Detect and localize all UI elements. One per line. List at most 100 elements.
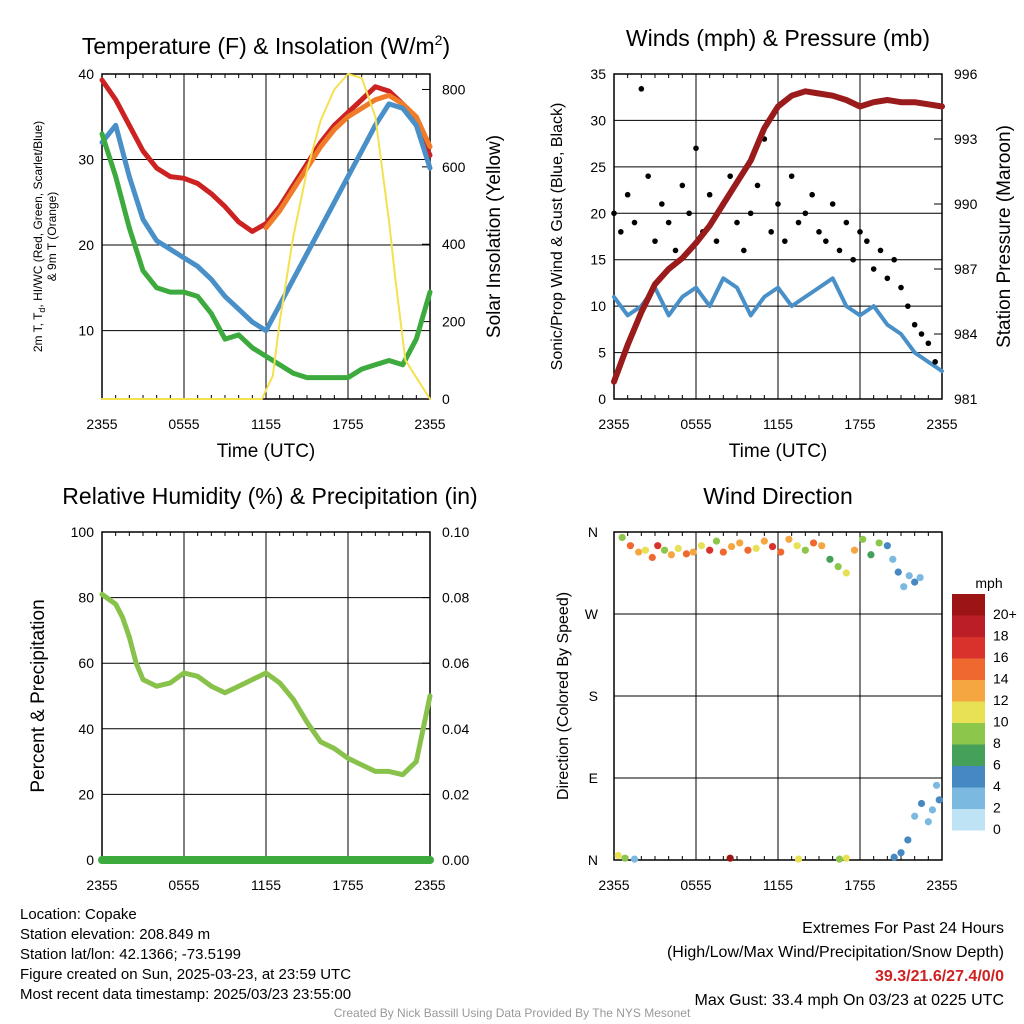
gust-point bbox=[665, 219, 672, 226]
wind-direction-point bbox=[911, 578, 919, 586]
y-tick-label: N bbox=[588, 852, 598, 868]
x-tick-label: 2355 bbox=[598, 877, 629, 893]
temperature-series-line bbox=[263, 92, 433, 231]
gust-point bbox=[925, 340, 932, 347]
y-right-tick-label: 987 bbox=[954, 261, 978, 277]
wind-direction-point bbox=[712, 537, 721, 545]
legend-swatch bbox=[952, 723, 985, 745]
wind-direction-point bbox=[614, 851, 622, 860]
x-axis-label: Time (UTC) bbox=[729, 441, 828, 462]
legend-label: 10 bbox=[993, 713, 1009, 729]
gust-point bbox=[905, 303, 911, 309]
gust-point bbox=[911, 321, 918, 328]
y-right-tick-label: 0 bbox=[442, 391, 450, 407]
wind-direction-point bbox=[905, 572, 913, 580]
meteogram-charts: 2355 0555 1155 1755 235510203040020040060080… bbox=[28, 25, 1017, 893]
x-tick-label: 1755 bbox=[844, 416, 875, 432]
y-tick-label: 30 bbox=[78, 152, 94, 168]
wind-direction-point bbox=[883, 542, 891, 550]
y-tick-label: 20 bbox=[78, 237, 94, 253]
winds-panel: 2355 0555 1155 1755 2355 0 5 10 15 20 25 30 35 981 984… bbox=[549, 25, 1015, 462]
gust-point bbox=[686, 210, 692, 217]
wind-direction-point bbox=[900, 583, 908, 591]
wind-direction-point bbox=[904, 836, 912, 844]
chart-title: Wind Direction bbox=[703, 483, 853, 509]
wind-direction-point bbox=[697, 542, 706, 550]
y-right-tick-label: 0.08 bbox=[442, 590, 469, 606]
wind-direction-point bbox=[654, 542, 662, 550]
wind-direction-point bbox=[818, 542, 826, 550]
gust-point bbox=[864, 238, 870, 244]
wind-direction-point bbox=[889, 555, 897, 563]
y-tick-label: S bbox=[589, 688, 598, 704]
gust-point bbox=[932, 359, 938, 365]
y-tick-label: 0 bbox=[86, 852, 94, 868]
gust-point bbox=[816, 229, 822, 235]
x-tick-label: 2355 bbox=[926, 416, 957, 432]
y-axis-label: Direction (Colored By Speed) bbox=[555, 592, 572, 800]
x-tick-label: 2355 bbox=[86, 877, 117, 893]
gust-point bbox=[775, 201, 781, 207]
gust-point bbox=[884, 275, 891, 282]
wind-direction-point bbox=[801, 546, 809, 554]
recent-text: Most recent data timestamp: 2025/03/23 2… bbox=[20, 986, 352, 1003]
wind-direction-point bbox=[719, 548, 727, 556]
legend-swatch bbox=[952, 637, 985, 659]
max-gust-text: Max Gust: 33.4 mph On 03/23 at 0225 UTC bbox=[694, 992, 1005, 1009]
wind-direction-point bbox=[660, 546, 669, 554]
gust-point bbox=[788, 173, 795, 179]
x-tick-label: 1755 bbox=[332, 416, 363, 432]
legend-label: 6 bbox=[993, 756, 1001, 772]
y-tick-label: 40 bbox=[78, 66, 94, 82]
chart-title: Temperature (F) & Insolation (W/m2) bbox=[82, 32, 450, 59]
station-info: Location: Copake Station elevation: 208.… bbox=[20, 905, 351, 1005]
y-right-tick-label: 981 bbox=[954, 391, 978, 407]
gust-point bbox=[645, 173, 651, 179]
y-right-tick-label: 0.06 bbox=[442, 655, 469, 671]
y-right-tick-label: 993 bbox=[954, 131, 978, 147]
wind-direction-point bbox=[924, 818, 932, 826]
y-right-tick-label: 0.00 bbox=[442, 852, 469, 868]
extremes-title: Extremes For Past 24 Hours bbox=[802, 920, 1004, 937]
gust-point bbox=[891, 256, 897, 263]
legend-swatch bbox=[952, 744, 985, 766]
wind-direction-point bbox=[706, 546, 714, 554]
y-right-axis-label: Station Pressure (Maroon) bbox=[994, 125, 1015, 348]
wind-direction-point bbox=[667, 551, 676, 559]
y-right-tick-label: 0.02 bbox=[442, 786, 469, 802]
wind-direction-point bbox=[911, 812, 919, 820]
gust-point bbox=[638, 86, 645, 92]
wind-direction-point bbox=[674, 544, 682, 553]
legend-label: 8 bbox=[993, 735, 1001, 751]
y-right-tick-label: 600 bbox=[442, 159, 466, 175]
wind-direction-point bbox=[794, 855, 803, 863]
wind-direction-point bbox=[916, 573, 924, 582]
created-text: Figure created on Sun, 2025-03-23, at 23… bbox=[20, 966, 352, 983]
y-tick-label: 10 bbox=[78, 323, 94, 339]
wind-direction-point bbox=[894, 568, 902, 576]
gust-point bbox=[618, 229, 624, 235]
y-right-tick-label: 990 bbox=[954, 196, 978, 212]
wind-direction-point bbox=[641, 546, 650, 554]
wind-direction-point bbox=[744, 546, 752, 554]
elevation-text: Station elevation: 208.849 m bbox=[20, 926, 211, 943]
gust-point bbox=[795, 219, 802, 226]
legend-swatch bbox=[952, 594, 985, 616]
legend-swatch bbox=[952, 615, 985, 637]
y-tick-label: 30 bbox=[590, 112, 606, 128]
gust-point bbox=[659, 201, 665, 207]
gust-point bbox=[693, 145, 699, 152]
gust-point bbox=[706, 191, 713, 198]
wind-direction-point bbox=[635, 548, 643, 556]
legend-label: 12 bbox=[993, 692, 1009, 708]
y-tick-label: 60 bbox=[78, 655, 94, 671]
gust-point bbox=[836, 247, 843, 254]
temperature-series-line bbox=[99, 101, 433, 334]
x-tick-label: 0555 bbox=[680, 877, 711, 893]
gust-point bbox=[809, 191, 815, 198]
x-tick-label: 2355 bbox=[926, 877, 957, 893]
extremes-info: Extremes For Past 24 Hours (High/Low/Max… bbox=[667, 917, 1004, 1013]
wind-direction-point bbox=[621, 854, 629, 862]
wind-direction-point bbox=[932, 781, 941, 789]
temperature-series-line bbox=[99, 131, 433, 381]
